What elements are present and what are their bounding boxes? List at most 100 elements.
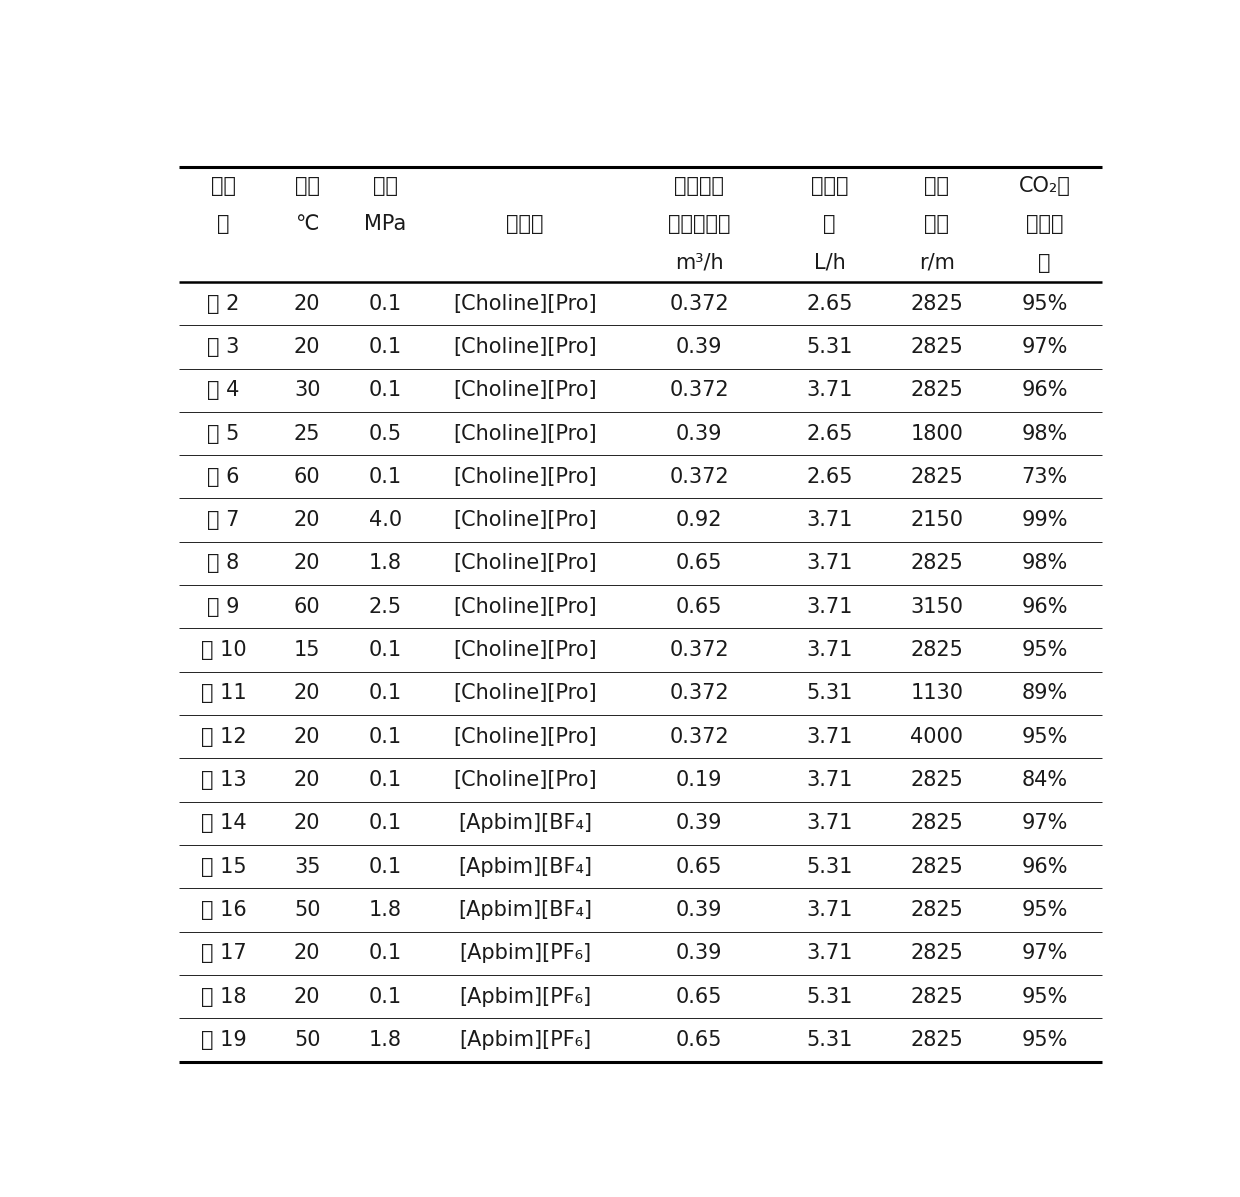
Text: 0.372: 0.372	[670, 683, 729, 704]
Text: 例 18: 例 18	[201, 986, 247, 1007]
Text: r/m: r/m	[919, 253, 955, 273]
Text: 0.65: 0.65	[676, 1029, 722, 1050]
Text: [Choline][Pro]: [Choline][Pro]	[454, 770, 596, 790]
Text: 73%: 73%	[1022, 467, 1068, 487]
Text: 0.65: 0.65	[676, 553, 722, 573]
Text: 3.71: 3.71	[806, 900, 853, 920]
Text: 0.1: 0.1	[370, 770, 402, 790]
Text: [Choline][Pro]: [Choline][Pro]	[454, 553, 596, 573]
Text: （标况下）: （标况下）	[667, 214, 730, 235]
Text: 例 3: 例 3	[207, 336, 239, 357]
Text: 3.71: 3.71	[806, 814, 853, 833]
Text: ℃: ℃	[295, 214, 319, 235]
Text: 50: 50	[294, 900, 320, 920]
Text: 0.1: 0.1	[370, 683, 402, 704]
Text: 1130: 1130	[910, 683, 963, 704]
Text: [Apbim][BF₄]: [Apbim][BF₄]	[458, 900, 593, 920]
Text: 0.39: 0.39	[676, 336, 722, 357]
Text: 温度: 温度	[295, 176, 320, 196]
Text: 5.31: 5.31	[806, 986, 853, 1007]
Text: 20: 20	[294, 986, 320, 1007]
Text: 1.8: 1.8	[370, 553, 402, 573]
Text: 例 11: 例 11	[201, 683, 247, 704]
Text: 0.1: 0.1	[370, 943, 402, 964]
Text: 1800: 1800	[910, 424, 963, 444]
Text: 20: 20	[294, 336, 320, 357]
Text: 50: 50	[294, 1029, 320, 1050]
Text: 例 4: 例 4	[207, 381, 239, 400]
Text: 例 2: 例 2	[207, 293, 239, 314]
Text: 实施: 实施	[211, 176, 236, 196]
Text: 0.1: 0.1	[370, 857, 402, 876]
Text: 2825: 2825	[910, 814, 963, 833]
Text: 5.31: 5.31	[806, 1029, 853, 1050]
Text: 例 8: 例 8	[207, 553, 239, 573]
Text: 95%: 95%	[1022, 1029, 1068, 1050]
Text: 15: 15	[294, 640, 320, 660]
Text: [Choline][Pro]: [Choline][Pro]	[454, 424, 596, 444]
Text: 0.372: 0.372	[670, 467, 729, 487]
Text: 60: 60	[294, 597, 321, 616]
Text: 例 6: 例 6	[207, 467, 239, 487]
Text: 97%: 97%	[1022, 336, 1068, 357]
Text: 例 10: 例 10	[201, 640, 247, 660]
Text: 例 13: 例 13	[201, 770, 247, 790]
Text: 0.65: 0.65	[676, 597, 722, 616]
Text: 气体流量: 气体流量	[675, 176, 724, 196]
Text: 5.31: 5.31	[806, 683, 853, 704]
Text: 2825: 2825	[910, 640, 963, 660]
Text: [Choline][Pro]: [Choline][Pro]	[454, 727, 596, 747]
Text: 0.372: 0.372	[670, 381, 729, 400]
Text: 吸收剂: 吸收剂	[506, 214, 544, 235]
Text: 例 12: 例 12	[201, 727, 247, 747]
Text: 20: 20	[294, 553, 320, 573]
Text: 0.1: 0.1	[370, 336, 402, 357]
Text: 1.8: 1.8	[370, 1029, 402, 1050]
Text: [Apbim][PF₆]: [Apbim][PF₆]	[459, 986, 591, 1007]
Text: 20: 20	[294, 814, 320, 833]
Text: 2.65: 2.65	[806, 467, 853, 487]
Text: 例 14: 例 14	[201, 814, 247, 833]
Text: 0.372: 0.372	[670, 640, 729, 660]
Text: 2825: 2825	[910, 336, 963, 357]
Text: 0.5: 0.5	[370, 424, 402, 444]
Text: m³/h: m³/h	[675, 253, 723, 273]
Text: 0.19: 0.19	[676, 770, 722, 790]
Text: 0.65: 0.65	[676, 986, 722, 1007]
Text: 0.92: 0.92	[676, 510, 722, 530]
Text: 98%: 98%	[1022, 553, 1068, 573]
Text: 2825: 2825	[910, 900, 963, 920]
Text: 0.65: 0.65	[676, 857, 722, 876]
Text: CO₂吸: CO₂吸	[1018, 176, 1070, 196]
Text: 3.71: 3.71	[806, 770, 853, 790]
Text: 量: 量	[823, 214, 836, 235]
Text: 1.8: 1.8	[370, 900, 402, 920]
Text: 0.1: 0.1	[370, 814, 402, 833]
Text: 例 9: 例 9	[207, 597, 239, 616]
Text: 0.1: 0.1	[370, 727, 402, 747]
Text: 97%: 97%	[1022, 814, 1068, 833]
Text: 例 16: 例 16	[201, 900, 247, 920]
Text: 2825: 2825	[910, 986, 963, 1007]
Text: 5.31: 5.31	[806, 857, 853, 876]
Text: 35: 35	[294, 857, 320, 876]
Text: 95%: 95%	[1022, 986, 1068, 1007]
Text: 0.39: 0.39	[676, 814, 722, 833]
Text: 30: 30	[294, 381, 320, 400]
Text: [Apbim][BF₄]: [Apbim][BF₄]	[458, 814, 593, 833]
Text: 99%: 99%	[1022, 510, 1068, 530]
Text: 2825: 2825	[910, 1029, 963, 1050]
Text: 0.39: 0.39	[676, 943, 722, 964]
Text: [Choline][Pro]: [Choline][Pro]	[454, 510, 596, 530]
Text: 95%: 95%	[1022, 727, 1068, 747]
Text: 例: 例	[217, 214, 229, 235]
Text: 2.5: 2.5	[370, 597, 402, 616]
Text: MPa: MPa	[365, 214, 407, 235]
Text: 5.31: 5.31	[806, 336, 853, 357]
Text: 0.39: 0.39	[676, 900, 722, 920]
Text: [Choline][Pro]: [Choline][Pro]	[454, 467, 596, 487]
Text: 3.71: 3.71	[806, 640, 853, 660]
Text: 例 5: 例 5	[207, 424, 239, 444]
Text: [Apbim][PF₆]: [Apbim][PF₆]	[459, 1029, 591, 1050]
Text: 压力: 压力	[373, 176, 398, 196]
